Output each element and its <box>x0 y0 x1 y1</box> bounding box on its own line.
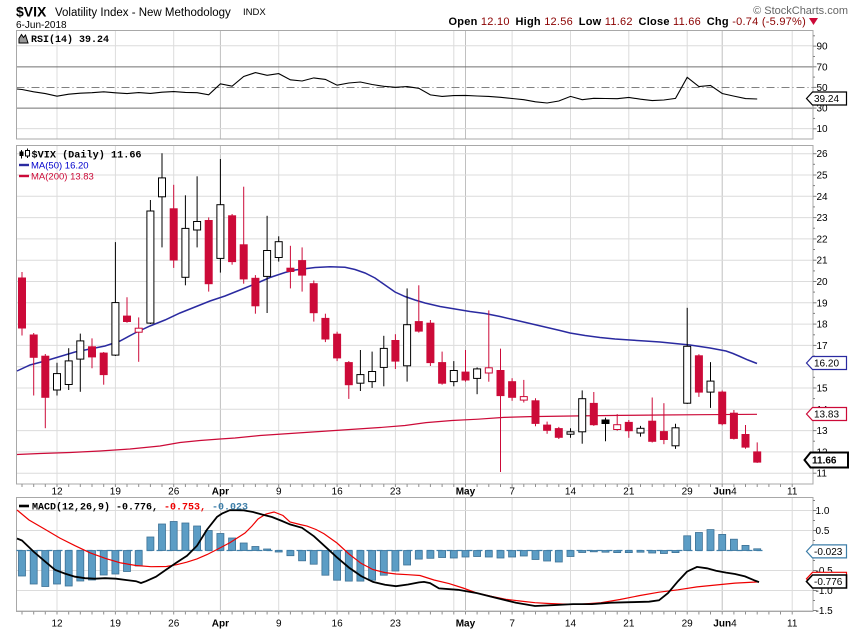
svg-text:MA(200) 13.83: MA(200) 13.83 <box>31 172 94 183</box>
svg-text:May: May <box>456 619 476 630</box>
svg-text:23: 23 <box>390 619 402 630</box>
svg-text:-0.5: -0.5 <box>816 566 834 577</box>
svg-text:RSI(14) 39.24: RSI(14) 39.24 <box>31 34 109 46</box>
svg-text:19: 19 <box>817 298 829 309</box>
svg-text:6-Jun-2018: 6-Jun-2018 <box>16 20 67 31</box>
svg-text:Jun: Jun <box>713 619 731 630</box>
svg-text:23: 23 <box>390 487 402 498</box>
svg-text:19: 19 <box>110 619 122 630</box>
svg-text:9: 9 <box>276 487 282 498</box>
svg-text:-1.5: -1.5 <box>816 606 834 617</box>
svg-text:Apr: Apr <box>212 487 229 498</box>
svg-text:Apr: Apr <box>212 619 229 630</box>
svg-text:21: 21 <box>623 619 635 630</box>
svg-text:Open 12.10 High 12.56 Low 11.6: Open 12.10 High 12.56 Low 11.62 Close 11… <box>448 16 806 28</box>
svg-text:$VIX (Daily) 11.66: $VIX (Daily) 11.66 <box>32 150 142 162</box>
svg-text:24: 24 <box>817 192 829 203</box>
svg-text:39.24: 39.24 <box>814 94 839 105</box>
svg-text:May: May <box>456 487 476 498</box>
svg-text:22: 22 <box>817 234 829 245</box>
svg-text:12: 12 <box>51 619 63 630</box>
svg-text:4: 4 <box>731 487 737 498</box>
svg-text:12: 12 <box>51 487 63 498</box>
svg-text:10: 10 <box>817 124 829 135</box>
svg-text:-0.776: -0.776 <box>814 577 843 588</box>
svg-text:16: 16 <box>332 619 344 630</box>
svg-text:29: 29 <box>682 619 694 630</box>
svg-text:26: 26 <box>168 619 180 630</box>
svg-text:11: 11 <box>817 469 828 480</box>
svg-text:$VIX: $VIX <box>16 4 47 20</box>
svg-text:-1.0: -1.0 <box>816 586 834 597</box>
svg-text:21: 21 <box>817 256 829 267</box>
svg-text:13.83: 13.83 <box>814 410 839 421</box>
svg-text:30: 30 <box>817 104 829 115</box>
svg-text:17: 17 <box>817 341 829 352</box>
svg-text:70: 70 <box>817 62 829 73</box>
svg-text:25: 25 <box>817 171 829 182</box>
svg-text:INDX: INDX <box>243 7 266 18</box>
svg-text:11: 11 <box>787 619 798 630</box>
svg-text:26: 26 <box>817 149 829 160</box>
svg-text:14: 14 <box>565 619 577 630</box>
svg-text:15: 15 <box>817 384 829 395</box>
svg-text:Volatility Index - New Methodo: Volatility Index - New Methodology <box>55 7 231 19</box>
svg-text:29: 29 <box>682 487 694 498</box>
svg-text:© StockCharts.com: © StockCharts.com <box>753 5 848 17</box>
svg-text:11: 11 <box>787 487 798 498</box>
svg-text:18: 18 <box>817 320 829 331</box>
svg-text:11.66: 11.66 <box>812 456 837 467</box>
svg-text:23: 23 <box>817 213 829 224</box>
svg-text:Jun: Jun <box>713 487 731 498</box>
svg-text:19: 19 <box>110 487 122 498</box>
svg-text:20: 20 <box>817 277 829 288</box>
svg-text:14: 14 <box>565 487 577 498</box>
svg-text:9: 9 <box>276 619 282 630</box>
svg-text:1.0: 1.0 <box>816 506 830 517</box>
svg-text:-0.023: -0.023 <box>814 547 843 558</box>
svg-text:7: 7 <box>509 619 515 630</box>
svg-text:26: 26 <box>168 487 180 498</box>
svg-text:13: 13 <box>817 426 829 437</box>
svg-text:MA(50) 16.20: MA(50) 16.20 <box>31 161 89 172</box>
svg-text:7: 7 <box>509 487 515 498</box>
svg-text:0.5: 0.5 <box>816 526 830 537</box>
svg-text:21: 21 <box>623 487 635 498</box>
svg-text:90: 90 <box>817 41 829 52</box>
svg-text:MACD(12,26,9) -0.776, -0.753,: MACD(12,26,9) -0.776, -0.753, -0.023 <box>32 502 248 514</box>
svg-text:50: 50 <box>817 83 829 94</box>
svg-text:16.20: 16.20 <box>814 359 839 370</box>
svg-text:4: 4 <box>731 619 737 630</box>
svg-text:16: 16 <box>332 487 344 498</box>
